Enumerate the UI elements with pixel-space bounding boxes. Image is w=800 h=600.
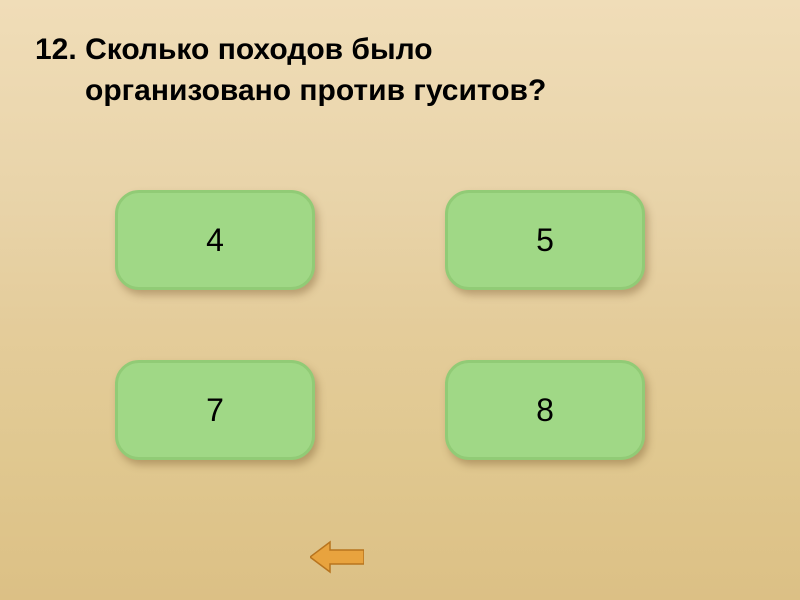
answers-grid: 4 5 7 8	[0, 190, 800, 460]
question-line1: Сколько походов было	[85, 33, 433, 66]
answer-label: 4	[206, 222, 224, 259]
answer-option-4[interactable]: 8	[445, 360, 645, 460]
back-arrow-icon	[310, 540, 364, 574]
answer-label: 5	[536, 222, 554, 259]
answer-option-3[interactable]: 7	[115, 360, 315, 460]
answer-option-2[interactable]: 5	[445, 190, 645, 290]
back-arrow-button[interactable]	[310, 540, 364, 574]
answer-label: 7	[206, 392, 224, 429]
answer-option-1[interactable]: 4	[115, 190, 315, 290]
question-number: 12.	[35, 33, 77, 66]
arrow-path	[310, 542, 364, 572]
answer-label: 8	[536, 392, 554, 429]
question-text: 12. Сколько походов было организовано пр…	[35, 30, 765, 111]
question-line2: организовано против гуситов?	[85, 74, 546, 107]
